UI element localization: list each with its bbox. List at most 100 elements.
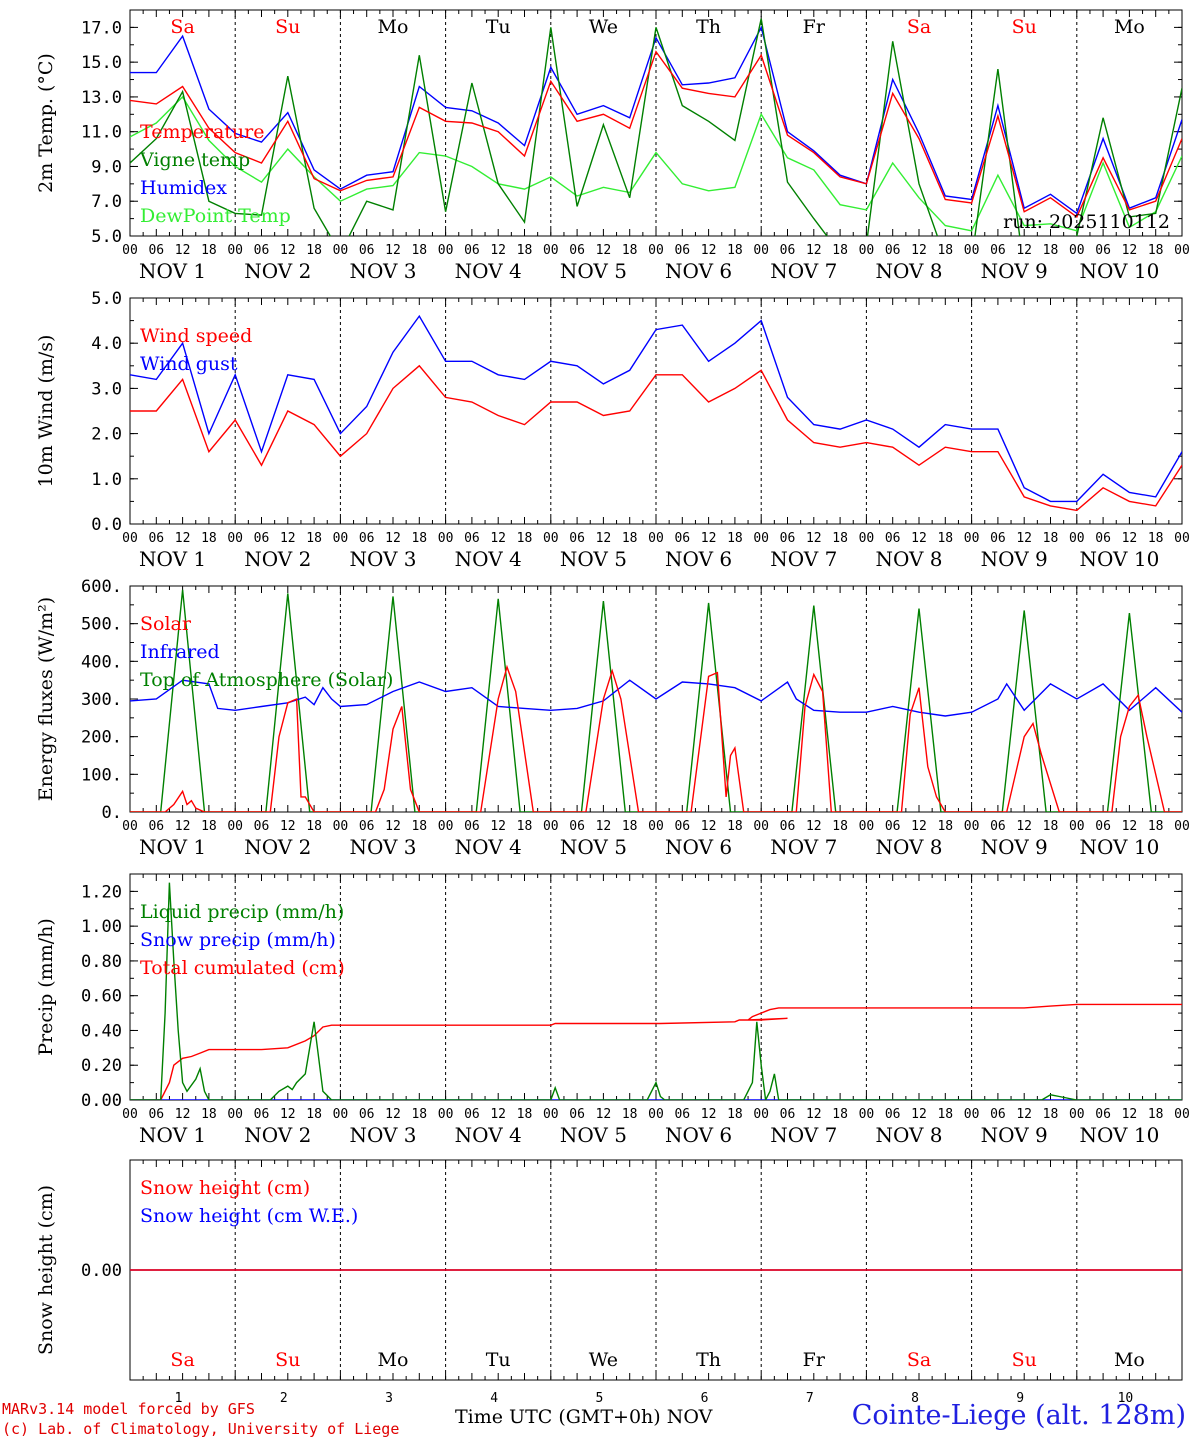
time-axis-label: Time UTC (GMT+0h) NOV xyxy=(455,1406,712,1428)
date-label: NOV 1 xyxy=(139,835,206,859)
hour-tick-label: 06 xyxy=(464,531,480,546)
y-tick-label: 1.00 xyxy=(81,917,122,937)
day-number: 2 xyxy=(280,1391,288,1406)
hour-tick-label: 00 xyxy=(438,1107,454,1122)
legend-entry: Infrared xyxy=(140,641,220,663)
hour-tick-label: 18 xyxy=(411,1107,427,1122)
panel-snow: 0.00 Snow height (cm) Sa Su Mo Tu We Th Fr Sa Su Mo… xyxy=(35,1159,1183,1406)
hour-tick-label: 06 xyxy=(885,243,901,258)
y-tick-label: 0.20 xyxy=(81,1056,122,1076)
day-name: Fr xyxy=(803,16,826,38)
hour-tick-label: 06 xyxy=(1095,1107,1111,1122)
hour-tick-label: 12 xyxy=(596,1107,612,1122)
hour-tick-label: 18 xyxy=(622,819,638,834)
day-name: Mo xyxy=(1114,16,1145,38)
hour-tick-label: 00 xyxy=(438,819,454,834)
date-label: NOV 2 xyxy=(244,835,311,859)
date-label: NOV 1 xyxy=(139,547,206,571)
hour-tick-label: 12 xyxy=(175,1107,191,1122)
y-tick-label: 0.00 xyxy=(81,1091,122,1111)
y-axis-label: 10m Wind (m/s) xyxy=(35,335,57,488)
date-label: NOV 6 xyxy=(665,547,732,571)
y-tick-label: 500. xyxy=(81,615,122,635)
date-label: NOV 8 xyxy=(875,835,942,859)
hour-tick-label: 12 xyxy=(806,819,822,834)
hour-tick-label: 00 xyxy=(333,243,349,258)
y-tick-label: 5.0 xyxy=(91,227,122,247)
hour-tick-label: 06 xyxy=(254,1107,270,1122)
hour-tick-label: 00 xyxy=(227,1107,243,1122)
series-line-temperature xyxy=(130,50,1182,218)
day-number: 1 xyxy=(175,1391,183,1406)
hour-tick-label: 18 xyxy=(832,243,848,258)
y-tick-label: 0.40 xyxy=(81,1021,122,1041)
hour-tick-label: 00 xyxy=(648,819,664,834)
y-tick-label: 11.0 xyxy=(81,123,122,143)
hour-tick-label: 18 xyxy=(832,1107,848,1122)
panel-wind: 0.0 1.0 2.0 3.0 4.0 5.0 10m Wind (m/s) 00 06 12 18… xyxy=(35,289,1190,571)
hour-tick-label: 00 xyxy=(964,531,980,546)
date-label: NOV 8 xyxy=(875,259,942,283)
date-label: NOV 3 xyxy=(349,547,416,571)
hour-tick-label: 06 xyxy=(885,1107,901,1122)
hour-tick-label: 12 xyxy=(280,243,296,258)
hour-tick-label: 18 xyxy=(1043,531,1059,546)
hour-tick-label: 18 xyxy=(517,531,533,546)
hour-tick-label: 18 xyxy=(622,531,638,546)
hour-tick-label: 12 xyxy=(806,1107,822,1122)
day-number: 10 xyxy=(1118,1391,1134,1406)
hour-tick-label: 00 xyxy=(964,1107,980,1122)
hour-tick-label: 06 xyxy=(990,1107,1006,1122)
legend-entry: Temperature xyxy=(140,121,264,143)
hour-tick-label: 06 xyxy=(359,243,375,258)
hour-tick-label: 18 xyxy=(306,819,322,834)
date-label: NOV 5 xyxy=(560,835,627,859)
hour-tick-label: 06 xyxy=(1095,819,1111,834)
hour-tick-label: 06 xyxy=(674,531,690,546)
hour-tick-label: 18 xyxy=(937,243,953,258)
hour-tick-label: 18 xyxy=(201,531,217,546)
hour-tick-label: 12 xyxy=(1016,819,1032,834)
hour-tick-label: 06 xyxy=(359,819,375,834)
hour-tick-label: 00 xyxy=(122,819,138,834)
day-name: We xyxy=(589,1349,618,1371)
hour-tick-label: 00 xyxy=(859,819,875,834)
hour-tick-label: 12 xyxy=(596,243,612,258)
legend-entry: Snow precip (mm/h) xyxy=(140,929,336,951)
hour-tick-label: 18 xyxy=(201,819,217,834)
hour-tick-label: 12 xyxy=(911,1107,927,1122)
hour-tick-label: 06 xyxy=(254,819,270,834)
hour-tick-label: 06 xyxy=(674,819,690,834)
y-tick-label: 300. xyxy=(81,690,122,710)
legend-entry: DewPoint Temp xyxy=(140,205,291,227)
y-tick-label: 4.0 xyxy=(91,334,122,354)
station-name: Cointe-Liege (alt. 128m) xyxy=(851,1400,1186,1431)
hour-tick-label: 18 xyxy=(727,819,743,834)
date-label: NOV 5 xyxy=(560,547,627,571)
hour-tick-label: 06 xyxy=(148,531,164,546)
date-label: NOV 5 xyxy=(560,1123,627,1147)
date-label: NOV 8 xyxy=(875,547,942,571)
hour-tick-label: 00 xyxy=(859,1107,875,1122)
hour-tick-label: 06 xyxy=(464,243,480,258)
hour-tick-label: 18 xyxy=(201,243,217,258)
date-label: NOV 6 xyxy=(665,1123,732,1147)
hour-tick-label: 00 xyxy=(648,243,664,258)
y-axis-label: 2m Temp. (°C) xyxy=(35,53,57,193)
hour-tick-label: 18 xyxy=(727,1107,743,1122)
day-name: Sa xyxy=(170,16,194,38)
hour-tick-label: 06 xyxy=(674,243,690,258)
day-number: 7 xyxy=(806,1391,814,1406)
hour-tick-label: 00 xyxy=(1174,531,1190,546)
y-tick-label: 0.00 xyxy=(81,1261,122,1281)
day-name: Su xyxy=(1012,16,1037,38)
hour-tick-label: 18 xyxy=(727,531,743,546)
date-label: NOV 4 xyxy=(455,1123,522,1147)
day-name: Su xyxy=(1012,1349,1037,1371)
date-label: NOV 1 xyxy=(139,1123,206,1147)
hour-tick-label: 00 xyxy=(333,819,349,834)
y-axis-label: Energy fluxes (W/m²) xyxy=(35,597,57,801)
hour-tick-label: 06 xyxy=(1095,243,1111,258)
hour-tick-label: 00 xyxy=(1069,531,1085,546)
